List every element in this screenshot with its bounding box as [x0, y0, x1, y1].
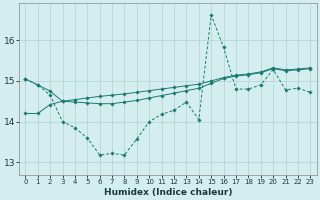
X-axis label: Humidex (Indice chaleur): Humidex (Indice chaleur) — [104, 188, 232, 197]
